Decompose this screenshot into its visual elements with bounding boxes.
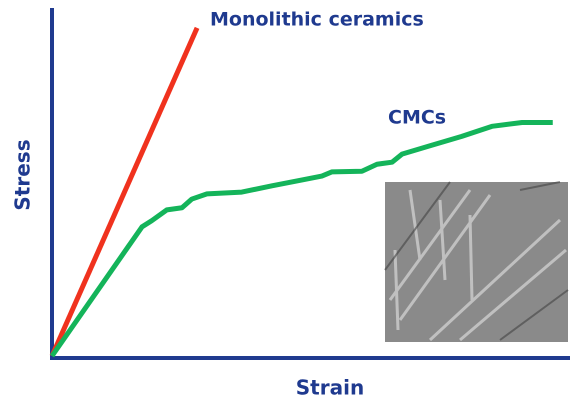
series-label: CMCs — [388, 107, 446, 129]
page: {"chart_data": {"type": "line", "x_label… — [0, 0, 574, 402]
x-axis-label: Strain — [296, 376, 364, 400]
series-label: Monolithic ceramics — [210, 9, 424, 31]
series-line — [52, 28, 197, 356]
chart: Strain Stress Monolithic ceramics CMCs — [0, 0, 574, 402]
micrograph — [385, 182, 568, 342]
y-axis-label: Stress — [11, 139, 35, 210]
